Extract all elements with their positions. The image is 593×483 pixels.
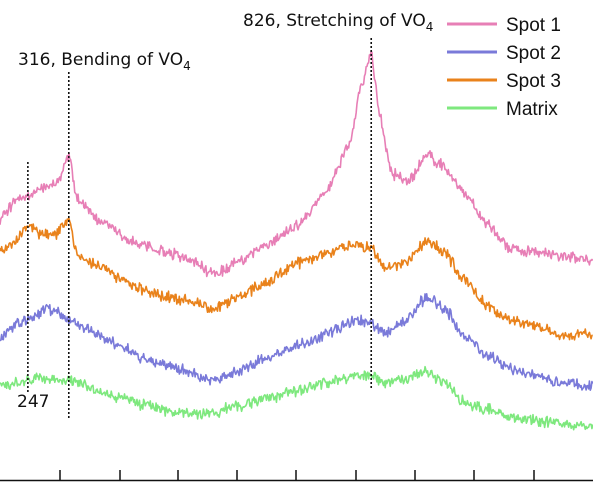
legend-label-spot-3: Spot 3 [506,71,561,92]
annotation-316-text: 316, Bending of VO [18,50,183,70]
legend: Spot 1 Spot 2 Spot 3 Matrix [440,6,590,124]
annotation-label-316: 316, Bending of VO4 [18,50,191,73]
series-line-spot-1 [0,50,593,278]
legend-label-matrix: Matrix [506,99,558,120]
series-line-matrix [0,365,593,431]
legend-label-spot-2: Spot 2 [506,43,561,64]
series-layer [0,50,593,431]
annotation-label-826: 826, Stretching of VO4 [243,11,433,34]
x-axis [0,470,593,482]
annotation-826-subscript: 4 [426,20,434,34]
legend-label-spot-1: Spot 1 [506,15,561,36]
legend-background [440,6,590,124]
annotation-247-text: 247 [17,392,49,412]
series-line-spot-3 [0,217,593,341]
annotation-826-text: 826, Stretching of VO [243,11,426,31]
annotation-316-subscript: 4 [183,59,191,73]
annotation-markers [27,38,373,418]
annotation-label-247: 247 [17,392,49,412]
series-line-spot-2 [0,292,593,391]
